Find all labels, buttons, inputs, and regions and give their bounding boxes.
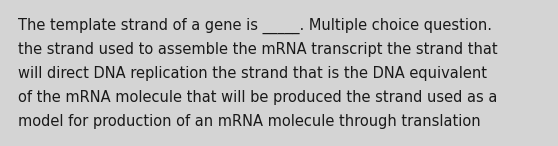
Text: will direct DNA replication the strand that is the DNA equivalent: will direct DNA replication the strand t…	[18, 66, 487, 81]
Text: The template strand of a gene is _____. Multiple choice question.: The template strand of a gene is _____. …	[18, 18, 492, 34]
Text: the strand used to assemble the mRNA transcript the strand that: the strand used to assemble the mRNA tra…	[18, 42, 498, 57]
Text: model for production of an mRNA molecule through translation: model for production of an mRNA molecule…	[18, 114, 480, 129]
Text: of the mRNA molecule that will be produced the strand used as a: of the mRNA molecule that will be produc…	[18, 90, 497, 105]
